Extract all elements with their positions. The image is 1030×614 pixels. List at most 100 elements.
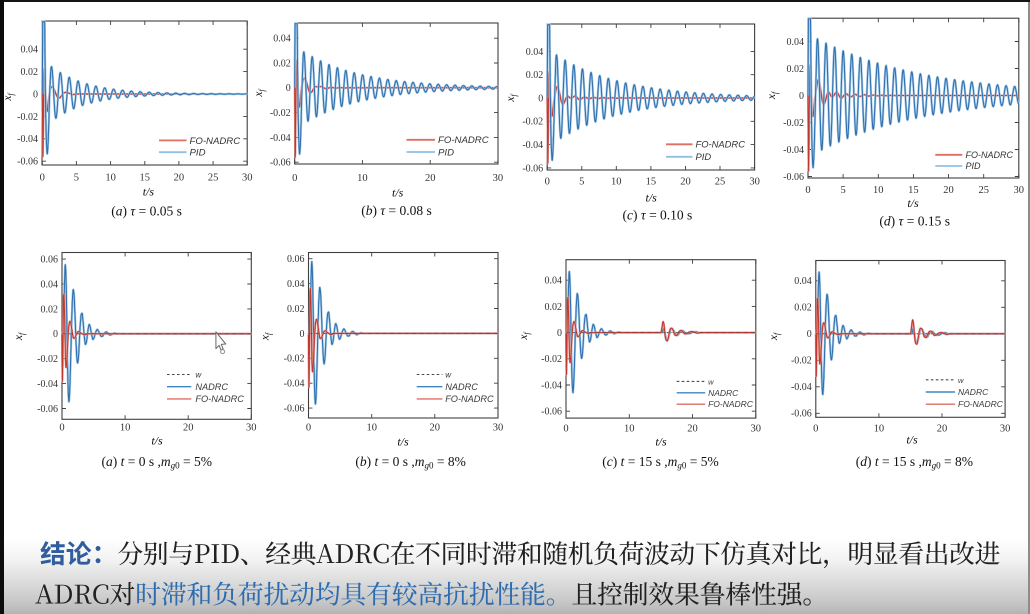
svg-text:w: w bbox=[958, 376, 964, 385]
svg-text:0: 0 bbox=[805, 185, 810, 196]
svg-text:-0.02: -0.02 bbox=[270, 108, 291, 119]
svg-text:NADRC: NADRC bbox=[195, 382, 228, 392]
svg-text:t/s: t/s bbox=[906, 433, 918, 447]
svg-text:-0.04: -0.04 bbox=[522, 140, 543, 151]
svg-text:-0.04: -0.04 bbox=[17, 134, 38, 145]
svg-text:t/s: t/s bbox=[151, 434, 163, 448]
svg-text:30: 30 bbox=[1014, 185, 1025, 196]
svg-text:0.02: 0.02 bbox=[787, 64, 805, 75]
svg-text:xf: xf bbox=[13, 331, 27, 341]
svg-text:xf: xf bbox=[260, 331, 274, 341]
svg-text:0.06: 0.06 bbox=[41, 255, 59, 266]
svg-text:15: 15 bbox=[140, 173, 151, 184]
svg-text:-0.02: -0.02 bbox=[791, 356, 812, 367]
svg-text:5: 5 bbox=[74, 173, 79, 184]
svg-text:5: 5 bbox=[579, 177, 584, 188]
svg-text:10: 10 bbox=[357, 173, 368, 184]
svg-text:FO-NADRC: FO-NADRC bbox=[445, 394, 494, 404]
svg-text:0: 0 bbox=[33, 89, 38, 100]
svg-text:0.02: 0.02 bbox=[21, 67, 39, 78]
svg-text:0: 0 bbox=[799, 91, 804, 102]
svg-text:5: 5 bbox=[840, 185, 845, 196]
svg-text:FO-NADRC: FO-NADRC bbox=[438, 135, 489, 146]
svg-text:(a) τ = 0.05 s: (a) τ = 0.05 s bbox=[111, 203, 182, 218]
svg-text:w: w bbox=[445, 371, 452, 380]
svg-text:10: 10 bbox=[624, 424, 635, 435]
svg-text:10: 10 bbox=[120, 423, 131, 434]
svg-text:20: 20 bbox=[183, 423, 194, 434]
svg-text:0: 0 bbox=[286, 83, 291, 94]
svg-text:-0.06: -0.06 bbox=[522, 163, 543, 174]
svg-text:30: 30 bbox=[493, 173, 504, 184]
svg-text:0.04: 0.04 bbox=[287, 279, 305, 290]
svg-text:-0.06: -0.06 bbox=[783, 172, 804, 183]
svg-text:0.02: 0.02 bbox=[287, 304, 305, 315]
svg-text:20: 20 bbox=[174, 173, 185, 184]
svg-text:20: 20 bbox=[680, 177, 691, 188]
svg-text:0.04: 0.04 bbox=[21, 45, 39, 56]
svg-text:-0.06: -0.06 bbox=[37, 404, 58, 415]
svg-text:30: 30 bbox=[493, 423, 504, 434]
svg-text:-0.06: -0.06 bbox=[17, 157, 38, 168]
svg-text:25: 25 bbox=[715, 177, 726, 188]
svg-text:0: 0 bbox=[53, 329, 58, 340]
svg-text:xf: xf bbox=[766, 90, 780, 100]
svg-text:0.02: 0.02 bbox=[545, 302, 563, 313]
svg-text:0: 0 bbox=[563, 424, 568, 435]
svg-text:FO-NADRC: FO-NADRC bbox=[708, 399, 754, 409]
svg-text:-0.04: -0.04 bbox=[284, 379, 305, 390]
svg-text:0.02: 0.02 bbox=[526, 70, 544, 81]
svg-text:t/s: t/s bbox=[143, 185, 155, 199]
svg-text:10: 10 bbox=[873, 185, 884, 196]
svg-text:xf: xf bbox=[768, 331, 782, 341]
svg-text:20: 20 bbox=[687, 424, 698, 435]
svg-text:-0.02: -0.02 bbox=[783, 118, 804, 129]
svg-text:0: 0 bbox=[545, 177, 550, 188]
svg-text:PID: PID bbox=[190, 148, 206, 159]
svg-text:-0.02: -0.02 bbox=[522, 117, 543, 128]
svg-text:t/s: t/s bbox=[655, 435, 667, 449]
svg-text:-0.02: -0.02 bbox=[37, 354, 58, 365]
svg-text:FO-NADRC: FO-NADRC bbox=[958, 399, 1004, 409]
svg-text:FO-NADRC: FO-NADRC bbox=[696, 139, 746, 150]
svg-text:-0.02: -0.02 bbox=[284, 354, 305, 365]
svg-text:FO-NADRC: FO-NADRC bbox=[195, 394, 244, 404]
svg-text:(a) t = 0 s ,mg0 = 5%: (a) t = 0 s ,mg0 = 5% bbox=[101, 454, 212, 471]
svg-text:-0.02: -0.02 bbox=[541, 354, 562, 365]
svg-text:w: w bbox=[708, 377, 714, 386]
svg-text:10: 10 bbox=[874, 424, 885, 435]
svg-text:25: 25 bbox=[208, 173, 219, 184]
svg-text:30: 30 bbox=[242, 173, 253, 184]
svg-text:(c) τ = 0.10 s: (c) τ = 0.10 s bbox=[622, 208, 692, 223]
svg-text:15: 15 bbox=[646, 177, 657, 188]
svg-text:t/s: t/s bbox=[646, 190, 658, 204]
svg-text:xf: xf bbox=[253, 88, 267, 98]
svg-text:10: 10 bbox=[611, 177, 622, 188]
svg-text:0: 0 bbox=[40, 173, 45, 184]
svg-text:30: 30 bbox=[246, 423, 257, 434]
svg-text:20: 20 bbox=[937, 424, 948, 435]
svg-text:w: w bbox=[195, 371, 202, 380]
svg-text:0: 0 bbox=[557, 328, 562, 339]
svg-text:xf: xf bbox=[505, 93, 519, 103]
svg-text:NADRC: NADRC bbox=[708, 388, 739, 398]
svg-text:30: 30 bbox=[749, 177, 760, 188]
svg-text:(d) t = 15 s ,mg0 = 8%: (d) t = 15 s ,mg0 = 8% bbox=[856, 454, 973, 471]
svg-text:PID: PID bbox=[966, 161, 982, 171]
svg-text:-0.02: -0.02 bbox=[17, 112, 38, 123]
svg-text:0.04: 0.04 bbox=[545, 276, 563, 287]
svg-text:0.02: 0.02 bbox=[273, 58, 291, 69]
svg-text:PID: PID bbox=[696, 151, 712, 162]
svg-text:t/s: t/s bbox=[397, 435, 409, 449]
svg-text:0: 0 bbox=[538, 93, 543, 104]
svg-text:0.06: 0.06 bbox=[287, 254, 305, 265]
svg-text:10: 10 bbox=[105, 173, 116, 184]
svg-text:15: 15 bbox=[908, 185, 919, 196]
svg-text:0.04: 0.04 bbox=[273, 34, 291, 45]
svg-text:NADRC: NADRC bbox=[958, 387, 989, 397]
svg-text:-0.04: -0.04 bbox=[270, 133, 291, 144]
svg-text:(b) τ = 0.08 s: (b) τ = 0.08 s bbox=[361, 203, 432, 218]
svg-text:xf: xf bbox=[518, 331, 532, 341]
svg-text:t/s: t/s bbox=[907, 196, 919, 210]
svg-text:t/s: t/s bbox=[392, 185, 404, 199]
